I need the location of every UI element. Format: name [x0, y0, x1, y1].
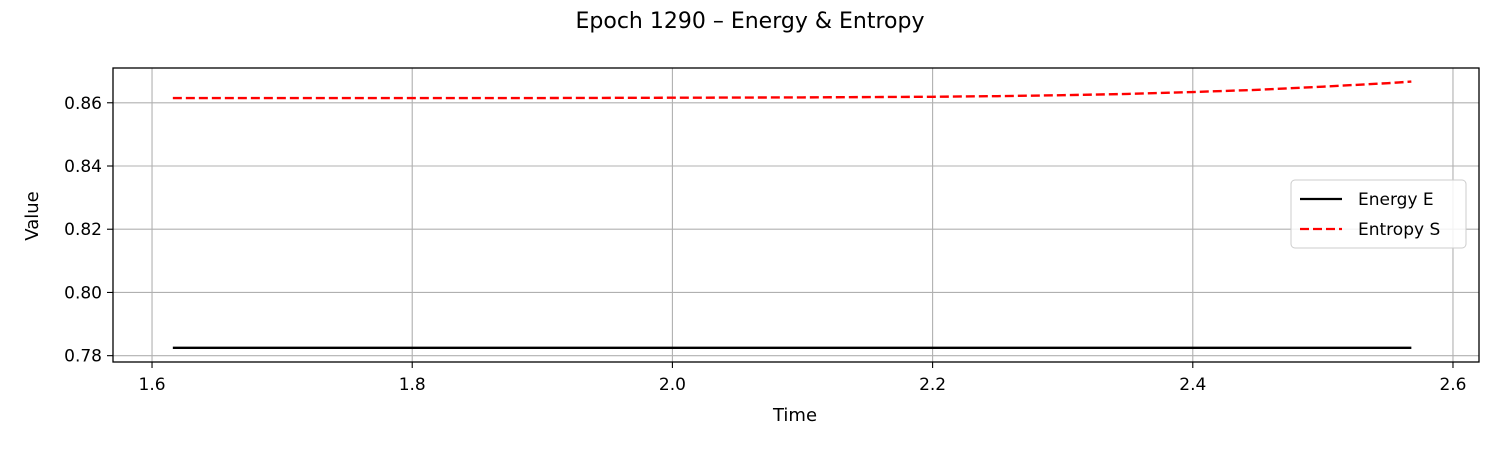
y-axis-label: Value	[22, 191, 43, 240]
axis-ticks: 1.6 1.8 2.0 2.2 2.4 2.6 0.78 0.80 0.82 0.84 0.86	[64, 94, 1466, 395]
x-axis-label: Time	[772, 405, 817, 426]
chart-title: Epoch 1290 – Energy & Entropy	[576, 9, 925, 34]
x-tick-label: 1.8	[399, 375, 426, 395]
legend-box	[1290, 179, 1467, 249]
y-tick-label: 0.82	[64, 220, 102, 240]
x-tick-label: 2.4	[1179, 375, 1206, 395]
legend: Energy E Entropy S	[1290, 179, 1467, 249]
x-tick-label: 2.2	[919, 375, 946, 395]
legend-label-energy: Energy E	[1358, 190, 1434, 210]
grid	[113, 68, 1479, 362]
y-tick-label: 0.78	[64, 347, 102, 367]
plot-frame	[112, 67, 1480, 363]
y-tick-label: 0.80	[64, 283, 102, 303]
legend-label-entropy: Entropy S	[1358, 220, 1440, 240]
y-tick-label: 0.86	[64, 94, 102, 114]
x-tick-label: 1.6	[139, 375, 166, 395]
y-tick-label: 0.84	[64, 157, 102, 177]
x-tick-label: 2.0	[659, 375, 686, 395]
x-tick-label: 2.6	[1439, 375, 1466, 395]
series-layer	[172, 80, 1412, 349]
series-line-entropy	[172, 80, 1412, 100]
